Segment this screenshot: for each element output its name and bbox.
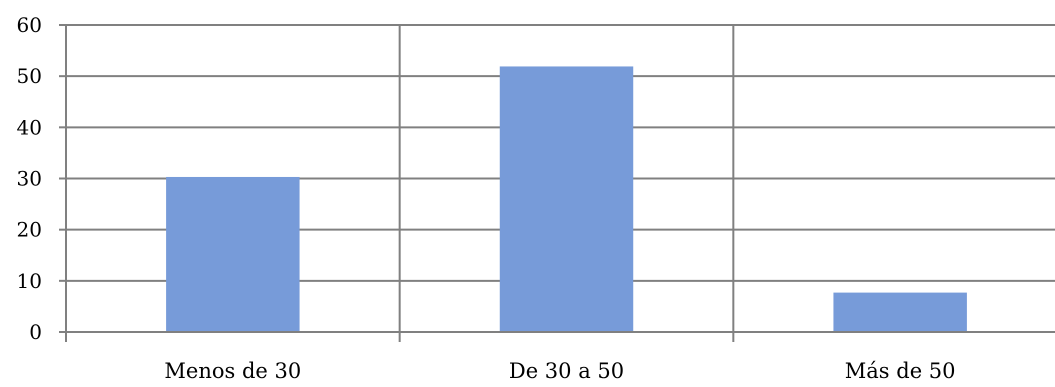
bar-3 xyxy=(833,292,967,332)
x-category-labels: Menos de 30 De 30 a 50 Más de 50 xyxy=(164,359,955,383)
y-tick-label-20: 20 xyxy=(17,218,42,242)
bar-2 xyxy=(499,66,634,332)
y-tick-label-60: 60 xyxy=(17,13,42,37)
axes xyxy=(59,24,1055,342)
y-tick-label-10: 10 xyxy=(17,269,42,293)
y-tick-labels: 0 10 20 30 40 50 60 xyxy=(17,13,42,344)
y-tick-label-30: 30 xyxy=(17,167,42,191)
bars xyxy=(166,66,967,332)
y-tick-label-0: 0 xyxy=(29,320,42,344)
y-tick-label-50: 50 xyxy=(17,64,42,88)
x-category-label-1: Menos de 30 xyxy=(164,359,301,383)
y-tick-label-40: 40 xyxy=(17,115,42,139)
x-category-label-3: Más de 50 xyxy=(845,359,956,383)
bar-1 xyxy=(166,176,300,332)
x-category-label-2: De 30 a 50 xyxy=(509,359,624,383)
